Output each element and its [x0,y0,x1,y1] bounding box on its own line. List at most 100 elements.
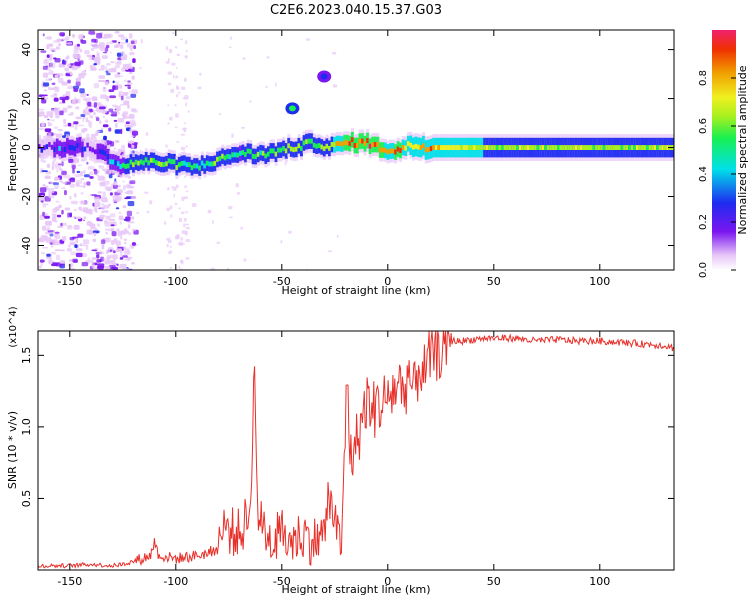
ridge-core [177,162,181,168]
speckle [266,56,270,59]
snr-frame [37,330,675,571]
speckle [120,84,123,89]
x-tick-label: 100 [589,575,610,588]
ridge-core [366,138,370,143]
snr-line [38,331,674,570]
ridge-core [297,143,301,149]
speckle [179,259,184,263]
ridge-core [559,145,563,150]
speckle [125,216,131,222]
speckle [53,126,58,129]
speckle [66,225,73,230]
speckle [241,126,246,129]
speckle [98,68,105,71]
speckle [123,246,127,250]
speckle [185,145,188,148]
speckle [171,186,176,189]
speckle [71,200,78,205]
ridge-core [434,145,438,150]
speckle [61,170,67,176]
speckle [185,226,190,230]
speckle [71,241,74,246]
speckle [49,47,55,52]
speckle [119,263,127,269]
ridge-core [144,157,148,163]
ridge-core [511,145,515,150]
speckle [69,212,72,218]
speckle [174,202,178,205]
speckle [112,250,116,254]
speckle [83,182,87,186]
ridge-core [590,145,593,150]
speckle [57,77,64,83]
speckle [184,77,187,82]
speckle [86,221,93,226]
ridge-core [513,145,517,150]
speckle [89,193,92,197]
speckle [174,126,178,129]
ridge-core [417,144,421,150]
speckle [77,124,85,127]
speckle [75,106,80,110]
speckle [199,72,202,76]
speckle [85,111,91,116]
speckle [61,209,64,215]
ridge-core [440,145,443,150]
speckle [101,244,105,250]
speckle [38,238,44,243]
x-tick-label: -150 [57,275,82,288]
snr-x-axis-label: Height of straight line (km) [281,583,430,596]
speckle [52,160,55,166]
speckle [118,41,121,44]
speckle [102,87,107,93]
ridge-core [620,145,624,150]
ridge-core [414,143,418,149]
speckle [127,221,135,224]
speckle [64,68,69,72]
speckle [127,125,133,128]
ridge-core [261,150,265,156]
ridge-core [473,145,476,150]
speckle [66,248,72,252]
speckle [124,241,127,245]
speckle [104,186,111,191]
speckle [175,75,179,79]
speckle [176,53,181,56]
speckle [116,75,123,77]
speckle [65,36,71,39]
speckle [175,184,179,189]
speckle [50,94,57,98]
speckle [65,56,70,60]
speckle [51,262,58,267]
ridge-core [544,145,548,150]
ridge-core [134,159,138,165]
speckle [185,190,189,193]
speckle [120,230,126,235]
ridge-core [422,143,426,149]
speckle [95,107,99,112]
ridge-core [401,145,405,150]
speckle [123,54,128,57]
speckle [127,201,135,207]
speckle [231,133,234,138]
ridge-core [139,159,143,165]
speckle [55,161,58,164]
speckle [81,40,87,44]
ridge-core [228,154,232,160]
ridge-core [269,148,273,154]
speckle [102,124,109,128]
ridge-core [467,145,471,150]
speckle [174,104,177,107]
speckle [240,226,243,230]
speckle [44,215,50,219]
speckle [53,97,59,102]
speckle [115,207,120,210]
ridge-core [635,145,639,150]
speckle [109,95,116,99]
speckle [53,229,56,233]
speckle [59,110,64,116]
ridge-core [493,145,497,150]
speckle [41,122,45,127]
speckle [107,203,111,207]
speckle [88,121,93,127]
